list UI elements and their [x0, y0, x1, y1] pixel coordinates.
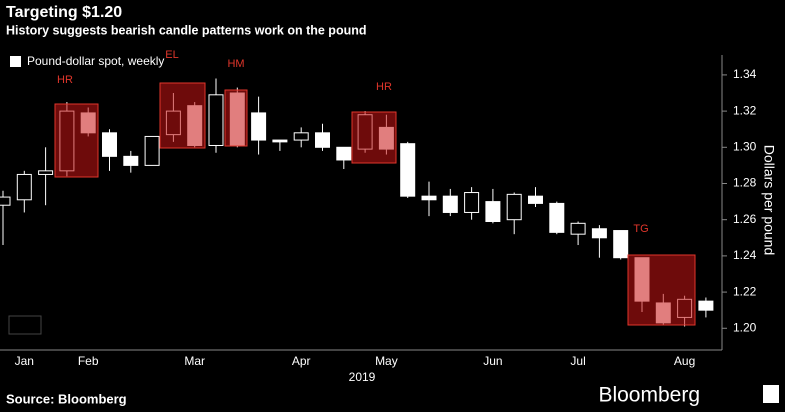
annotation: HR	[57, 74, 73, 86]
pattern-box	[54, 103, 99, 178]
candle-body	[38, 170, 54, 175]
x-tick-label: Jun	[483, 354, 502, 368]
brand-icon	[763, 385, 779, 403]
candle-body	[591, 228, 607, 239]
candle-body	[485, 201, 501, 223]
pattern-box	[627, 254, 696, 326]
legend-swatch	[10, 56, 21, 67]
candle-body	[16, 173, 32, 201]
candle-body	[0, 196, 11, 206]
y-tick-label: 1.34	[733, 67, 757, 81]
y-tick-label: 1.20	[733, 320, 757, 334]
x-tick-label: Feb	[78, 354, 99, 368]
brand: Bloomberg	[598, 384, 700, 407]
candle-body	[293, 132, 309, 141]
annotation: HR	[376, 81, 392, 93]
annotation: TG	[633, 223, 648, 235]
candle-body	[549, 202, 565, 233]
pattern-box	[224, 89, 248, 147]
candle-body	[613, 230, 629, 259]
x-tick-label: Apr	[292, 354, 311, 368]
annotation: HM	[227, 58, 244, 70]
x-tick-label: Jul	[570, 354, 585, 368]
legend-label: Pound-dollar spot, weekly	[27, 54, 164, 68]
candle-body	[464, 192, 480, 213]
candle-body	[102, 132, 117, 157]
candle-body	[123, 155, 139, 166]
pattern-box	[351, 111, 397, 164]
x-tick-label: Jan	[15, 354, 34, 368]
candle-body	[506, 193, 522, 221]
candle-body	[251, 112, 267, 141]
chart-title: Targeting $1.20	[6, 4, 122, 21]
source: Source: Bloomberg	[6, 391, 127, 406]
x-axis-title: 2019	[349, 370, 376, 384]
y-tick-label: 1.32	[733, 103, 757, 117]
y-tick-label: 1.26	[733, 212, 757, 226]
y-tick-label: 1.22	[733, 284, 757, 298]
pattern-box	[159, 82, 206, 149]
candle-body	[272, 139, 288, 143]
candle-body	[315, 132, 330, 148]
y-tick-label: 1.28	[733, 176, 757, 190]
y-tick-label: 1.30	[733, 139, 757, 153]
candle-body	[208, 94, 224, 146]
candle-body	[421, 195, 437, 201]
candle-body	[336, 146, 352, 161]
chart-icon	[8, 315, 42, 335]
annotation: EL	[165, 49, 178, 61]
chart-subtitle: History suggests bearish candle patterns…	[6, 23, 366, 37]
candle-body	[528, 195, 543, 204]
x-tick-label: May	[375, 354, 398, 368]
candle-body	[570, 222, 586, 235]
x-tick-label: Aug	[674, 354, 695, 368]
y-tick-label: 1.24	[733, 248, 757, 262]
candle-body	[698, 300, 714, 311]
candle-body	[400, 143, 416, 197]
y-axis-title: Dollars per pound	[761, 145, 777, 256]
candle-body	[144, 135, 160, 166]
x-tick-label: Mar	[184, 354, 205, 368]
candle-body	[442, 195, 458, 213]
